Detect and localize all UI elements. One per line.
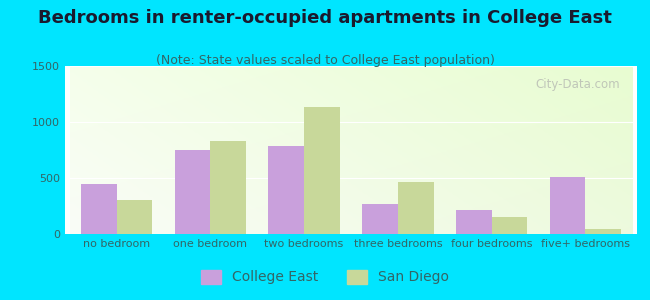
Bar — [398, 182, 434, 234]
Text: Bedrooms in renter-occupied apartments in College East: Bedrooms in renter-occupied apartments i… — [38, 9, 612, 27]
Bar — [456, 210, 491, 234]
Bar — [586, 229, 621, 234]
Text: City-Data.com: City-Data.com — [535, 78, 620, 91]
Bar — [175, 150, 211, 234]
Legend: College East, San Diego: College East, San Diego — [195, 264, 455, 290]
Bar — [116, 200, 152, 234]
Bar — [268, 146, 304, 234]
Bar — [550, 177, 586, 234]
Bar — [304, 107, 340, 234]
Bar — [211, 141, 246, 234]
Text: (Note: State values scaled to College East population): (Note: State values scaled to College Ea… — [155, 54, 495, 67]
Bar — [362, 204, 398, 234]
Bar — [81, 184, 116, 234]
Bar — [491, 217, 527, 234]
